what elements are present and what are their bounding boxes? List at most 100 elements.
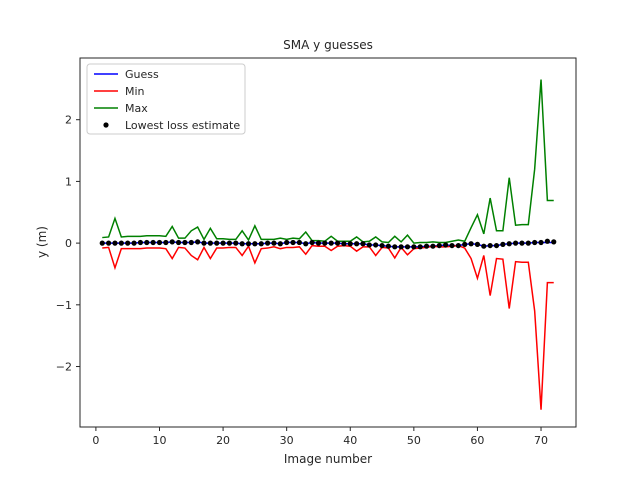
scatter-point: [354, 241, 360, 247]
x-tick-label: 70: [534, 434, 548, 447]
scatter-point: [519, 240, 525, 246]
scatter-point: [493, 242, 500, 249]
scatter-point: [220, 240, 226, 246]
scatter-point: [188, 239, 194, 246]
y-tick-label: −2: [56, 361, 72, 374]
scatter-point: [404, 244, 411, 250]
scatter-point: [392, 244, 398, 250]
scatter-point: [252, 241, 258, 247]
x-tick-label: 40: [343, 434, 357, 447]
scatter-point: [137, 239, 144, 246]
scatter-point: [360, 241, 366, 247]
scatter-point: [385, 243, 392, 249]
scatter-point: [455, 242, 461, 249]
scatter-point: [125, 240, 131, 246]
scatter-point: [156, 239, 163, 246]
scatter-point: [118, 240, 124, 246]
x-tick-label: 50: [407, 434, 421, 447]
scatter-point: [474, 241, 481, 247]
x-tick-label: 0: [92, 434, 99, 447]
legend-label-lowest-loss-estimate: Lowest loss estimate: [125, 119, 240, 132]
legend-label-min: Min: [125, 85, 145, 98]
scatter-point: [538, 239, 544, 246]
scatter-point: [144, 239, 150, 246]
y-tick-label: 0: [65, 237, 72, 250]
scatter-point: [182, 239, 188, 246]
scatter-point: [112, 240, 118, 246]
scatter-point: [347, 241, 353, 247]
plot-area: [99, 79, 557, 410]
x-tick-label: 30: [280, 434, 294, 447]
scatter-point: [303, 241, 309, 247]
scatter-point: [341, 241, 347, 247]
scatter-point: [481, 243, 487, 249]
x-axis-label: Image number: [284, 452, 372, 466]
scatter-point: [309, 239, 315, 246]
scatter-point: [506, 241, 512, 247]
x-tick-label: 20: [216, 434, 230, 447]
scatter-point: [373, 242, 379, 248]
legend-label-max: Max: [125, 102, 148, 115]
chart-title: SMA y guesses: [283, 38, 373, 52]
x-tick-label: 60: [470, 434, 484, 447]
legend-label-guess: Guess: [125, 68, 159, 81]
scatter-point: [175, 239, 182, 246]
scatter-point: [214, 240, 220, 246]
scatter-point: [195, 239, 201, 245]
scatter-point: [544, 238, 550, 244]
scatter-point: [436, 242, 442, 249]
scatter-point: [334, 240, 341, 246]
scatter-point: [551, 239, 557, 245]
scatter-point: [328, 240, 334, 246]
scatter-point: [366, 242, 372, 248]
scatter-point: [525, 240, 531, 246]
scatter-point: [430, 243, 436, 249]
scatter-point: [398, 244, 404, 250]
legend-box: [86, 63, 246, 135]
scatter-point: [131, 240, 137, 246]
scatter-point: [201, 240, 207, 246]
scatter-point: [271, 240, 277, 246]
scatter-point: [468, 241, 474, 247]
scatter-point: [449, 242, 455, 249]
scatter-point: [233, 240, 239, 246]
axes-frame: [79, 57, 577, 428]
scatter-point: [99, 240, 105, 246]
scatter-point: [106, 240, 112, 246]
scatter-point: [443, 242, 449, 248]
scatter-point: [379, 242, 385, 249]
scatter-point: [532, 239, 538, 246]
legend-swatch-lowest-loss-estimate: [103, 122, 109, 128]
scatter-point: [423, 243, 430, 249]
scatter-point: [417, 244, 423, 250]
scatter-point: [169, 239, 175, 245]
scatter-point: [226, 240, 233, 246]
scatter-point: [322, 240, 328, 246]
x-tick-label: 10: [152, 434, 166, 447]
scatter-point: [284, 239, 290, 246]
scatter-point: [239, 241, 245, 247]
series-line-min: [102, 244, 554, 410]
legend: Guess Min Max Lowest loss estimate: [86, 63, 246, 135]
y-tick-label: −1: [56, 299, 72, 312]
scatter-point: [462, 241, 468, 247]
scatter-point: [512, 240, 519, 246]
scatter-point: [245, 241, 252, 247]
series-line-max: [102, 79, 554, 244]
scatter-point: [150, 239, 156, 246]
scatter-point: [163, 239, 169, 246]
scatter-point: [315, 240, 322, 246]
scatter-point: [290, 239, 296, 246]
scatter-point: [411, 244, 417, 250]
scatter-point: [258, 241, 264, 247]
scatter-point: [207, 240, 213, 246]
y-tick-label: 2: [65, 114, 72, 127]
scatter-point: [264, 240, 271, 246]
y-tick-label: 1: [65, 175, 72, 188]
scatter-point: [500, 241, 506, 247]
scatter-point: [487, 242, 493, 249]
axis-ticks: 0 10 20 30 40 50 60 70 −2 −1 0 1 2: [56, 114, 548, 447]
y-axis-label: y (m): [35, 226, 49, 258]
scatter-point: [277, 241, 283, 247]
